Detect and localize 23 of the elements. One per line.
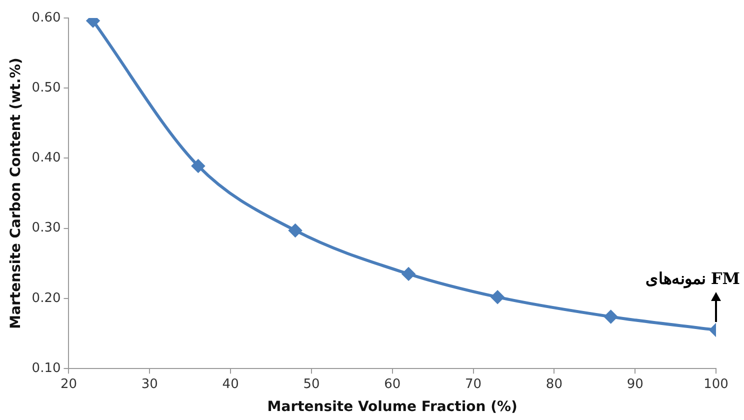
- x-tick-label: 80: [546, 376, 562, 392]
- y-tick-label: 0.60: [32, 10, 61, 26]
- x-tick-label: 60: [384, 376, 401, 392]
- point: [491, 290, 504, 304]
- y-axis-title: Martensite Carbon Content (wt.%): [8, 58, 24, 329]
- point: [192, 159, 205, 172]
- y-tick-label: 0.50: [32, 80, 61, 96]
- y-tick-label: 0.40: [32, 150, 61, 166]
- x-tick-label: 100: [704, 376, 728, 392]
- annotation: نمونه‌های FM: [645, 269, 740, 290]
- point: [604, 310, 618, 324]
- y-tick-label: 0.20: [32, 290, 61, 306]
- point: [402, 267, 416, 280]
- x-tick-label: 40: [222, 376, 239, 392]
- point: [288, 224, 302, 237]
- x-tick-label: 90: [626, 376, 644, 392]
- x-tick-label: 20: [60, 376, 78, 392]
- x-tick-label: 50: [303, 376, 320, 392]
- x-tick-label: 30: [141, 376, 158, 392]
- y-tick-label: 0.10: [32, 360, 61, 376]
- x-axis-title: Martensite Volume Fraction (%): [267, 399, 518, 416]
- x-tick-label: 70: [465, 376, 482, 392]
- y-tick-label: 0.30: [32, 220, 61, 236]
